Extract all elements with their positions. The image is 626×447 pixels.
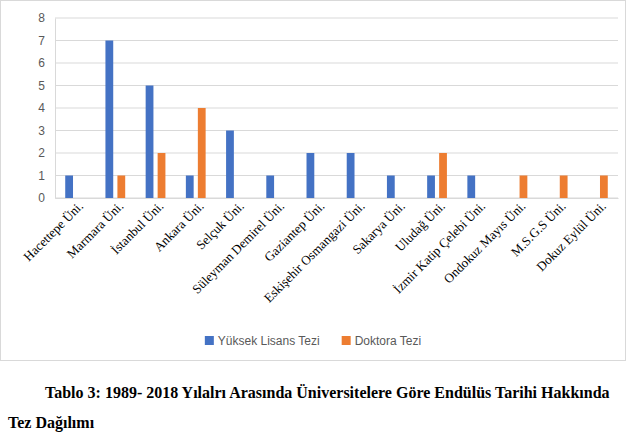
- plot: 0 1 2 3 4 5 6 7 8 Hacettepe Üni.Marmara Üni.İstan…: [20, 11, 618, 305]
- series: [65, 41, 475, 199]
- bar: [467, 176, 475, 199]
- y-axis: 0 1 2 3 4 5 6 7 8: [38, 11, 55, 205]
- bar: [307, 153, 315, 198]
- x-tick: Dokuz Eylül Üni.: [533, 198, 609, 274]
- legend: Yüksek Lisans Tezi Doktora Tezi: [205, 334, 421, 348]
- y-tick-label: 5: [38, 79, 45, 93]
- y-tick-label: 3: [38, 124, 45, 138]
- bar: [278, 198, 286, 199]
- legend-item: Yüksek Lisans Tezi: [205, 334, 320, 348]
- x-tick: Eskişehir Osmangazi Üni.: [261, 198, 368, 305]
- bar: [226, 131, 234, 199]
- bar: [117, 176, 125, 199]
- bar: [146, 86, 154, 199]
- grid-line: [55, 198, 618, 199]
- grid-line: [55, 153, 618, 154]
- bar: [548, 198, 556, 199]
- y-tick: 6: [38, 56, 55, 70]
- chart-frame: [1, 1, 626, 361]
- bar: [65, 176, 73, 199]
- y-tick: 8: [38, 11, 55, 25]
- grid-line: [55, 85, 618, 86]
- bar: [439, 153, 447, 198]
- title: Tablo 3: 1989- 2018 Yılalrı Arasında Üni…: [8, 384, 610, 432]
- y-tick-label: 6: [38, 56, 45, 70]
- y-tick-label: 1: [38, 169, 45, 183]
- y-tick-label: 4: [38, 101, 45, 115]
- grid-line: [55, 63, 618, 64]
- y-tick: 1: [38, 169, 55, 183]
- grid-line: [55, 175, 618, 176]
- y-axis-line: [55, 19, 56, 199]
- bar: [266, 176, 274, 199]
- y-tick: 0: [38, 191, 55, 205]
- legend-swatch: [342, 336, 351, 345]
- bar: [399, 198, 407, 199]
- legend-label: Yüksek Lisans Tezi: [218, 334, 320, 348]
- bar: [238, 198, 246, 199]
- x-tick-label: Dokuz Eylül Üni.: [533, 198, 609, 274]
- bar: [600, 176, 608, 199]
- bar: [588, 198, 596, 199]
- bar: [508, 198, 516, 199]
- bar: [347, 153, 355, 198]
- legend-label: Doktora Tezi: [355, 334, 421, 348]
- series: [117, 108, 607, 198]
- y-tick-label: 0: [38, 191, 45, 205]
- y-tick: 2: [38, 146, 55, 160]
- grid: [55, 18, 618, 198]
- y-tick-label: 7: [38, 34, 45, 48]
- y-tick: 7: [38, 34, 55, 48]
- bar: [198, 108, 206, 198]
- bar: [158, 153, 166, 198]
- legend-item: Doktora Tezi: [342, 334, 421, 348]
- bar: [387, 176, 395, 199]
- bar: [560, 176, 568, 199]
- bar: [520, 176, 528, 199]
- y-tick: 5: [38, 79, 55, 93]
- legend-swatch: [205, 336, 214, 345]
- bar: [77, 198, 85, 199]
- bar: [105, 41, 113, 199]
- y-tick: 3: [38, 124, 55, 138]
- y-tick: 4: [38, 101, 55, 115]
- grid-line: [55, 40, 618, 41]
- bar: [318, 198, 326, 199]
- bar: [427, 176, 435, 199]
- grid-line: [55, 18, 618, 19]
- bar: [479, 198, 487, 199]
- bar: [359, 198, 367, 199]
- y-tick-label: 8: [38, 11, 45, 25]
- x-axis: Hacettepe Üni.Marmara Üni.İstanbul Üni.A…: [20, 198, 618, 305]
- x-tick-label: Eskişehir Osmangazi Üni.: [261, 198, 368, 305]
- y-tick-label: 2: [38, 146, 45, 160]
- bars: [65, 41, 608, 199]
- grid-line: [55, 108, 618, 109]
- bar: [186, 176, 194, 199]
- chart: 0 1 2 3 4 5 6 7 8 Hacettepe Üni.Marmara Üni.İstan…: [0, 0, 626, 447]
- grid-line: [55, 130, 618, 131]
- x-axis-line: [56, 198, 619, 199]
